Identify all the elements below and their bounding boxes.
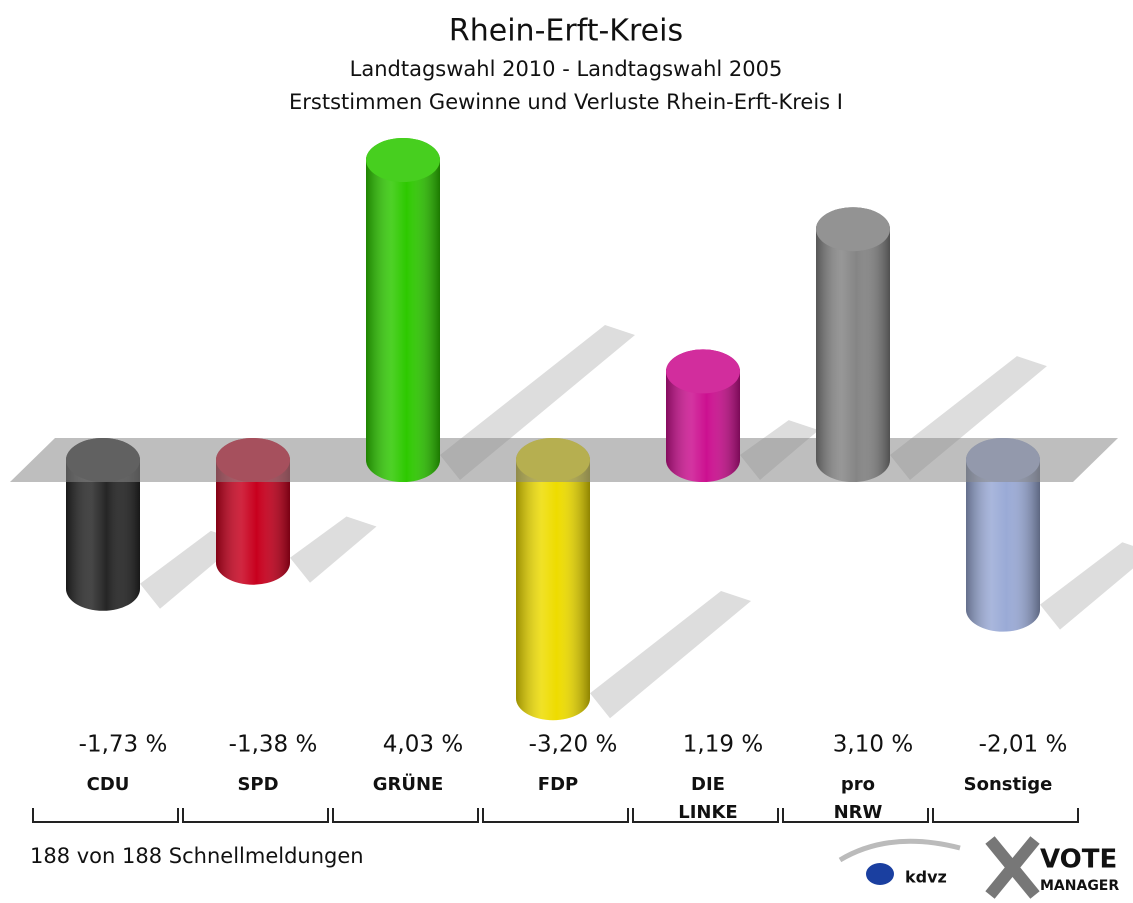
x-tick-label: pro NRW (834, 774, 883, 823)
footnote: 188 von 188 Schnellmeldungen (30, 844, 364, 868)
value-label: 4,03 % (383, 732, 463, 758)
front-layer (366, 138, 890, 483)
bar-cap (666, 349, 740, 394)
bar-shadow (290, 516, 377, 583)
bar-shading (966, 438, 1040, 632)
category-bracket (182, 808, 329, 823)
value-label: 3,10 % (833, 732, 913, 758)
category-bracket (332, 808, 479, 823)
value-label: -1,73 % (79, 732, 168, 758)
x-tick-label: Sonstige (964, 774, 1053, 795)
x-tick-label: SPD (237, 774, 278, 795)
chart-subtitle: Landtagswahl 2010 - Landtagswahl 2005 (350, 57, 783, 81)
x-tick-label: FDP (538, 774, 578, 795)
bar-cap (816, 207, 890, 252)
logo-swoosh (838, 838, 961, 863)
logo: kdvz VOTE MANAGER (838, 836, 1119, 899)
value-label: -1,38 % (229, 732, 318, 758)
bar-shading (366, 138, 440, 482)
chart-subtitle: Erststimmen Gewinne und Verluste Rhein-E… (289, 90, 843, 114)
zero-plane (10, 438, 1118, 482)
bar-cap-shade (366, 138, 440, 182)
bar-shading (516, 438, 590, 721)
bar-shadow (140, 530, 241, 609)
category-bracket (632, 808, 779, 823)
logo-text: VOTE (1040, 845, 1117, 875)
category-bracket (482, 808, 629, 823)
back-layer (66, 325, 1133, 721)
logo-text: MANAGER (1040, 878, 1119, 894)
x-tick-label: GRÜNE (373, 773, 444, 795)
bar-shadow (590, 591, 752, 719)
x-tick-label: DIE LINKE (678, 774, 737, 823)
value-label: 1,19 % (683, 732, 763, 758)
value-label: -2,01 % (979, 732, 1068, 758)
logo-ball (866, 863, 894, 885)
category-bracket (32, 808, 179, 823)
x-tick-label: CDU (87, 774, 130, 795)
bar-cap-shade (666, 349, 740, 394)
category-bracket (932, 808, 1079, 823)
value-label: -3,20 % (529, 732, 618, 758)
bar-shadow (1040, 542, 1133, 630)
chart-title: Rhein-Erft-Kreis (449, 14, 683, 49)
bar-shading (816, 207, 890, 483)
bar-cap-shade (816, 207, 890, 252)
logo-x (985, 836, 1040, 899)
bar-cap (366, 138, 440, 182)
category-bracket (782, 808, 929, 823)
logo-text: kdvz (905, 868, 947, 887)
